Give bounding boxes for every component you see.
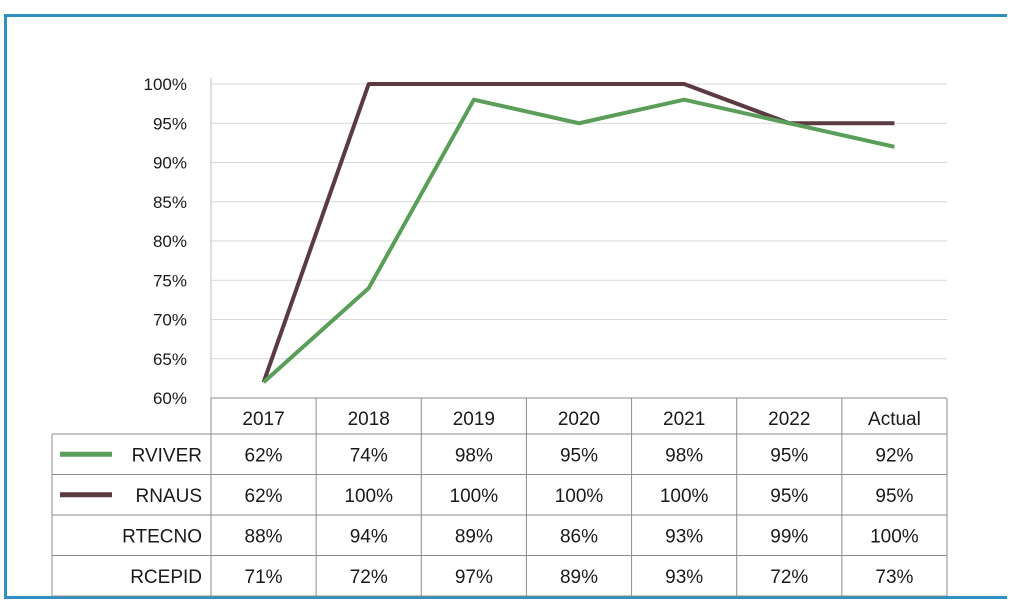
y-tick-label: 100%	[144, 75, 187, 94]
data-label: 72%	[770, 567, 808, 588]
x-category-label: 2018	[348, 409, 390, 430]
data-label: 86%	[560, 526, 598, 547]
data-label: 95%	[770, 445, 808, 466]
data-label: 71%	[245, 567, 283, 588]
data-label: 92%	[875, 445, 913, 466]
data-label: 100%	[344, 486, 393, 507]
y-tick-label: 75%	[153, 271, 187, 290]
chart-frame	[4, 14, 1007, 599]
y-tick-label: 95%	[153, 114, 187, 133]
x-category-label: 2022	[768, 409, 810, 430]
data-label: 74%	[350, 445, 388, 466]
data-label: 100%	[555, 486, 604, 507]
data-label: 98%	[665, 445, 703, 466]
data-label: 93%	[665, 526, 703, 547]
data-label: 95%	[560, 445, 598, 466]
data-label: 98%	[455, 445, 493, 466]
y-tick-label: 90%	[153, 154, 187, 173]
data-label: 62%	[245, 486, 283, 507]
data-label: 89%	[560, 567, 598, 588]
row-label-rnaus: RNAUS	[135, 486, 202, 507]
y-tick-label: 65%	[153, 350, 187, 369]
data-label: 95%	[770, 486, 808, 507]
data-label: 100%	[870, 526, 919, 547]
x-category-label: 2020	[558, 409, 600, 430]
row-label-rcepid: RCEPID	[130, 567, 202, 588]
data-label: 94%	[350, 526, 388, 547]
x-category-label: Actual	[868, 409, 921, 430]
data-label: 72%	[350, 567, 388, 588]
data-label: 99%	[770, 526, 808, 547]
y-tick-label: 70%	[153, 311, 187, 330]
row-label-rviver: RVIVER	[132, 445, 202, 466]
y-tick-label: 85%	[153, 193, 187, 212]
data-label: 97%	[455, 567, 493, 588]
data-label: 89%	[455, 526, 493, 547]
data-label: 73%	[875, 567, 913, 588]
y-tick-label: 60%	[153, 389, 187, 408]
data-label: 93%	[665, 567, 703, 588]
y-tick-label: 80%	[153, 232, 187, 251]
x-category-label: 2017	[242, 409, 284, 430]
series-line-rnaus	[261, 82, 895, 383]
data-label: 95%	[875, 486, 913, 507]
row-label-rtecno: RTECNO	[122, 526, 202, 547]
x-category-label: 2019	[453, 409, 495, 430]
data-label: 100%	[450, 486, 499, 507]
data-label: 88%	[245, 526, 283, 547]
data-label: 100%	[660, 486, 709, 507]
series-line-rviver	[262, 97, 895, 384]
data-label: 62%	[245, 445, 283, 466]
x-category-label: 2021	[663, 409, 705, 430]
